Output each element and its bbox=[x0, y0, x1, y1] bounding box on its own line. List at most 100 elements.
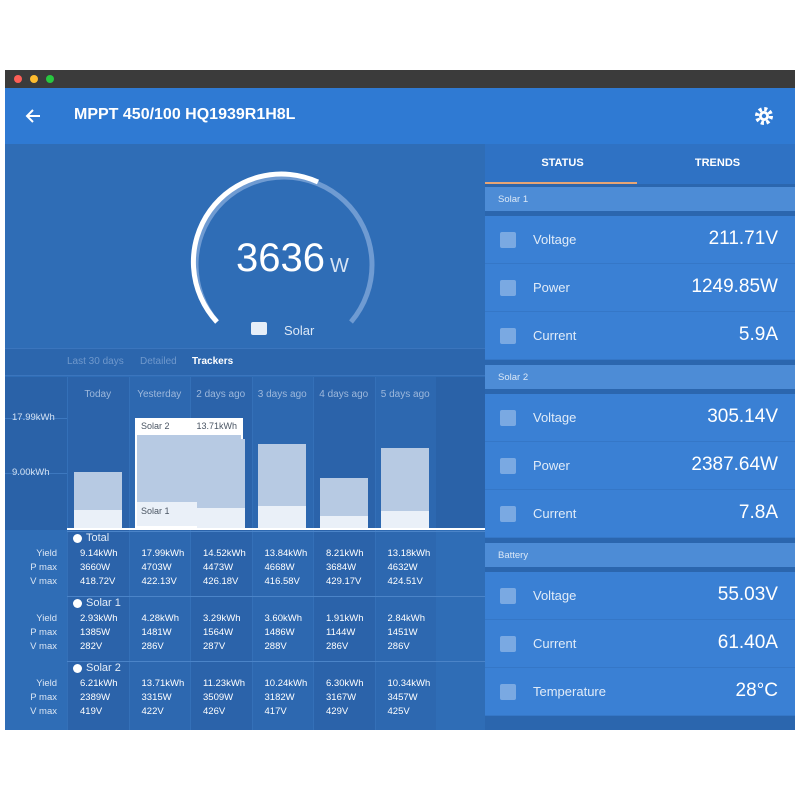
section-header bbox=[485, 365, 795, 389]
row-icon bbox=[500, 458, 516, 474]
status-value: 5.9A bbox=[738, 324, 778, 345]
group-name: Solar 1 bbox=[86, 597, 121, 609]
grid-line bbox=[5, 473, 67, 475]
column-label: Today bbox=[84, 389, 112, 400]
group-header bbox=[67, 531, 485, 546]
cell: 3457W bbox=[387, 692, 418, 703]
status-label: Current bbox=[533, 506, 577, 521]
history-tab[interactable]: Trackers bbox=[192, 356, 234, 367]
cell: 422.13V bbox=[141, 576, 177, 587]
bar-segment bbox=[196, 439, 245, 508]
bar-segment bbox=[319, 516, 368, 528]
row-label: Yield bbox=[36, 678, 57, 689]
cell: 1451W bbox=[387, 627, 418, 638]
status-row bbox=[485, 442, 795, 490]
cell: 1481W bbox=[141, 627, 172, 638]
gauge-value: 3636 bbox=[236, 236, 325, 280]
app-header bbox=[5, 88, 795, 144]
history-tab[interactable]: Last 30 days bbox=[67, 356, 124, 367]
column-label: 3 days ago bbox=[257, 389, 307, 400]
history-tab[interactable]: Detailed bbox=[140, 356, 177, 367]
bar-segment bbox=[381, 447, 430, 511]
status-label: Current bbox=[533, 636, 577, 651]
cell: 3315W bbox=[141, 692, 172, 703]
cell: 1.91kWh bbox=[326, 613, 364, 624]
cell: 8.21kWh bbox=[326, 548, 364, 559]
cell: 288V bbox=[264, 641, 287, 652]
section-name: Solar 1 bbox=[498, 194, 529, 205]
cell: 3167W bbox=[326, 692, 357, 703]
column-bg bbox=[251, 377, 313, 730]
section-header bbox=[485, 187, 795, 211]
status-label: Power bbox=[533, 458, 570, 473]
cell: 424.51V bbox=[387, 576, 423, 587]
status-label: Current bbox=[533, 328, 577, 343]
cell: 422V bbox=[141, 706, 164, 717]
cell: 1486W bbox=[264, 627, 295, 638]
gauge-unit: W bbox=[330, 255, 349, 277]
baseline bbox=[67, 528, 485, 530]
cell: 3660W bbox=[80, 562, 111, 573]
column-label: Yesterday bbox=[137, 389, 182, 400]
row-icon bbox=[500, 636, 516, 652]
row-label: P max bbox=[30, 562, 57, 573]
cell: 3182W bbox=[264, 692, 295, 703]
cell: 286V bbox=[141, 641, 164, 652]
cell: 287V bbox=[203, 641, 226, 652]
cell: 425V bbox=[387, 706, 410, 717]
status-tab[interactable]: STATUS bbox=[541, 157, 584, 169]
gauge-track bbox=[193, 174, 375, 324]
status-value: 55.03V bbox=[717, 584, 778, 605]
tab-underline bbox=[485, 182, 637, 184]
bar-segment bbox=[258, 506, 307, 528]
tooltip-name: Solar 2 bbox=[141, 421, 170, 432]
status-row bbox=[485, 216, 795, 264]
sun-icon bbox=[73, 534, 82, 543]
sun-icon bbox=[73, 599, 82, 608]
group-name: Solar 2 bbox=[86, 662, 121, 674]
status-label: Power bbox=[533, 280, 570, 295]
cell: 419V bbox=[80, 706, 103, 717]
back-arrow[interactable] bbox=[25, 109, 40, 123]
status-row bbox=[485, 490, 795, 538]
status-tab[interactable]: TRENDS bbox=[694, 157, 741, 169]
status-value: 7.8A bbox=[738, 502, 778, 523]
sun-icon bbox=[73, 664, 82, 673]
solar-icon bbox=[251, 322, 267, 335]
cell: 3509W bbox=[203, 692, 234, 703]
section-name: Battery bbox=[498, 550, 529, 561]
row-label: V max bbox=[30, 706, 57, 717]
cell: 418.72V bbox=[80, 576, 116, 587]
cell: 429V bbox=[326, 706, 349, 717]
status-value: 1249.85W bbox=[691, 276, 778, 297]
status-row bbox=[485, 264, 795, 312]
close-dot[interactable] bbox=[14, 75, 22, 83]
cell: 13.71kWh bbox=[141, 678, 185, 689]
status-row bbox=[485, 668, 795, 716]
column-label: 5 days ago bbox=[380, 389, 430, 400]
gauge-label: Solar bbox=[284, 323, 315, 338]
cell: 4632W bbox=[387, 562, 418, 573]
tooltip-value: 13.71kWh bbox=[196, 421, 237, 432]
row-label: V max bbox=[30, 576, 57, 587]
column-bg bbox=[313, 377, 375, 730]
max-dot[interactable] bbox=[46, 75, 54, 83]
settings-icon[interactable] bbox=[755, 107, 773, 125]
cell: 6.30kWh bbox=[326, 678, 364, 689]
row-icon bbox=[500, 328, 516, 344]
status-value: 61.40A bbox=[717, 632, 778, 653]
cell: 417V bbox=[264, 706, 287, 717]
bar-segment bbox=[196, 507, 245, 528]
y-tick-label: 17.99kWh bbox=[12, 412, 55, 424]
status-row bbox=[485, 572, 795, 620]
section-header bbox=[485, 543, 795, 567]
group-name: Total bbox=[86, 532, 110, 544]
status-value: 211.71V bbox=[708, 228, 778, 249]
cell: 6.21kWh bbox=[80, 678, 118, 689]
y-tick-label: 9.00kWh bbox=[12, 467, 50, 479]
min-dot[interactable] bbox=[30, 75, 38, 83]
bar-segment bbox=[73, 472, 122, 511]
cell: 426.18V bbox=[203, 576, 239, 587]
cell: 17.99kWh bbox=[141, 548, 185, 559]
cell: 1144W bbox=[326, 627, 356, 638]
